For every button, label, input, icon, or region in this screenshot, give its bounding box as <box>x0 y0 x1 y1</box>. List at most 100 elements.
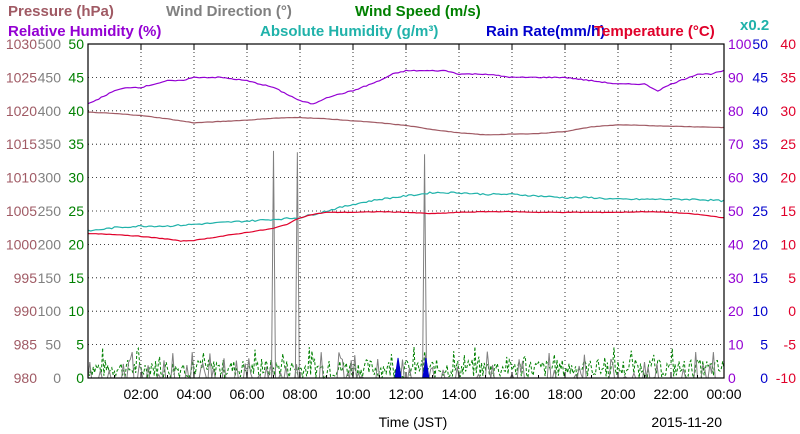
temperature-tick-label: 10 <box>780 236 796 252</box>
wind_direction-tick-label: 150 <box>38 270 62 286</box>
relative_humidity-tick-label: 40 <box>728 236 744 252</box>
wind_speed-tick-label: 25 <box>68 203 84 219</box>
wind_speed-tick-label: 15 <box>68 270 84 286</box>
relative_humidity-tick-label: 90 <box>728 69 744 85</box>
temperature-tick-label: 25 <box>780 136 796 152</box>
relative_humidity-tick-label: 10 <box>728 337 744 353</box>
rain_rate-tick-label: 50 <box>752 36 768 52</box>
plot-border <box>87 43 725 379</box>
temperature-tick-label: 5 <box>788 270 796 286</box>
x-tick-label: 16:00 <box>494 386 529 402</box>
pressure-tick-label: 980 <box>14 370 38 386</box>
relative_humidity-tick-label: 20 <box>728 303 744 319</box>
wind_direction-tick-label: 400 <box>38 103 62 119</box>
x-tick-label: 02:00 <box>123 386 158 402</box>
wind_direction-tick-label: 250 <box>38 203 62 219</box>
rain_rate-tick-label: 10 <box>752 303 768 319</box>
wind_direction-tick-label: 200 <box>38 236 62 252</box>
x-tick-label: 04:00 <box>176 386 211 402</box>
absolute-humidity-line <box>87 191 725 232</box>
wind_speed-tick-label: 35 <box>68 136 84 152</box>
wind_direction-tick-label: 50 <box>45 337 61 353</box>
x-tick-label: 20:00 <box>600 386 635 402</box>
wind_direction-tick-label: 450 <box>38 69 62 85</box>
plot-frame <box>87 43 725 379</box>
x-tick-label: 14:00 <box>441 386 476 402</box>
rain_rate-tick-label: 35 <box>752 136 768 152</box>
temperature-line <box>87 210 724 242</box>
wind_speed-tick-label: 0 <box>76 370 84 386</box>
wind_direction-tick-label: 300 <box>38 170 62 186</box>
relative_humidity-tick-label: 80 <box>728 103 744 119</box>
pressure-tick-label: 990 <box>14 303 38 319</box>
rain_rate-tick-label: 5 <box>760 337 768 353</box>
rain_rate-tick-label: 45 <box>752 69 768 85</box>
wind-speed-title: Wind Speed (m/s) <box>355 3 481 20</box>
pressure-tick-label: 985 <box>14 337 38 353</box>
pressure-tick-label: 1010 <box>6 170 37 186</box>
wind-speed-line <box>87 346 725 380</box>
axes-labels: 9809859909951000100510101015102010251030… <box>6 36 796 402</box>
relative-humidity-title: Relative Humidity (%) <box>8 23 161 40</box>
pressure-tick-label: 995 <box>14 270 38 286</box>
wind_speed-tick-label: 20 <box>68 236 84 252</box>
wind-direction-peak <box>294 152 300 379</box>
x-tick-label: 08:00 <box>282 386 317 402</box>
relative_humidity-tick-label: 30 <box>728 270 744 286</box>
temperature-tick-label: 30 <box>780 103 796 119</box>
wind_speed-tick-label: 10 <box>68 303 84 319</box>
temperature-tick-label: -10 <box>776 370 796 386</box>
temperature-tick-label: 40 <box>780 36 796 52</box>
pressure-line <box>88 111 725 136</box>
pressure-tick-label: 1030 <box>6 36 37 52</box>
pressure-tick-label: 1025 <box>6 69 37 85</box>
absolute-humidity-title: Absolute Humidity (g/m³) <box>260 23 438 40</box>
rain_rate-tick-label: 30 <box>752 170 768 186</box>
pressure-tick-label: 1005 <box>6 203 37 219</box>
x-tick-label: 22:00 <box>653 386 688 402</box>
x-tick-label: 06:00 <box>229 386 264 402</box>
x-axis-label: Time (JST) <box>379 414 448 430</box>
relative_humidity-tick-label: 0 <box>728 370 736 386</box>
wind_direction-tick-label: 350 <box>38 136 62 152</box>
grid <box>88 44 724 378</box>
rain_rate-tick-label: 15 <box>752 270 768 286</box>
wind_direction-tick-label: 500 <box>38 36 62 52</box>
x-tick-label: 00:00 <box>706 386 741 402</box>
rain-rate-title: Rain Rate(mm/h) <box>486 23 605 40</box>
temperature-tick-label: -5 <box>784 337 797 353</box>
rain_rate-tick-label: 20 <box>752 236 768 252</box>
rain_rate-tick-label: 0 <box>760 370 768 386</box>
pressure-tick-label: 1020 <box>6 103 37 119</box>
wind_direction-tick-label: 0 <box>53 370 61 386</box>
temperature-tick-label: 20 <box>780 170 796 186</box>
rain_rate-tick-label: 40 <box>752 103 768 119</box>
relative_humidity-tick-label: 50 <box>728 203 744 219</box>
pressure-tick-label: 1000 <box>6 236 37 252</box>
wind_speed-tick-label: 40 <box>68 103 84 119</box>
wind_speed-tick-label: 30 <box>68 170 84 186</box>
pressure-title: Pressure (hPa) <box>8 3 114 20</box>
wind-direction-peak <box>422 154 428 379</box>
temperature-tick-label: 15 <box>780 203 796 219</box>
temperature-title: Temperature (°C) <box>594 23 715 40</box>
x-tick-label: 12:00 <box>388 386 423 402</box>
x-tick-label: 18:00 <box>547 386 582 402</box>
wind_speed-tick-label: 5 <box>76 337 84 353</box>
relative_humidity-tick-label: 60 <box>728 170 744 186</box>
wind_speed-tick-label: 50 <box>68 36 84 52</box>
abs-hum-scale-label: x0.2 <box>740 17 769 34</box>
pressure-tick-label: 1015 <box>6 136 37 152</box>
temperature-tick-label: 0 <box>788 303 796 319</box>
x-tick-label: 10:00 <box>335 386 370 402</box>
relative-humidity-line <box>87 69 725 105</box>
wind-direction-title: Wind Direction (°) <box>166 3 292 20</box>
wind-direction-peak <box>271 150 276 379</box>
date-label: 2015-11-20 <box>651 414 722 430</box>
wind_direction-tick-label: 100 <box>38 303 62 319</box>
relative_humidity-tick-label: 100 <box>728 36 752 52</box>
relative_humidity-tick-label: 70 <box>728 136 744 152</box>
rain_rate-tick-label: 25 <box>752 203 768 219</box>
temperature-tick-label: 35 <box>780 69 796 85</box>
